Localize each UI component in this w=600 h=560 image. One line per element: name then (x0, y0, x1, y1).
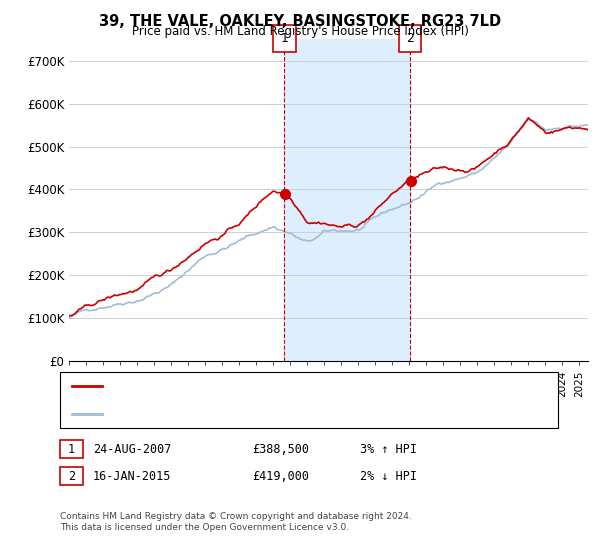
Text: 2: 2 (406, 32, 414, 45)
Text: HPI: Average price, detached house, Basingstoke and Deane: HPI: Average price, detached house, Basi… (111, 409, 467, 419)
Text: 39, THE VALE, OAKLEY, BASINGSTOKE, RG23 7LD (detached house): 39, THE VALE, OAKLEY, BASINGSTOKE, RG23 … (111, 381, 486, 391)
Text: 2% ↓ HPI: 2% ↓ HPI (360, 469, 417, 483)
Text: 39, THE VALE, OAKLEY, BASINGSTOKE, RG23 7LD: 39, THE VALE, OAKLEY, BASINGSTOKE, RG23 … (99, 14, 501, 29)
Text: Price paid vs. HM Land Registry's House Price Index (HPI): Price paid vs. HM Land Registry's House … (131, 25, 469, 38)
Bar (284, 39, 410, 361)
Text: Contains HM Land Registry data © Crown copyright and database right 2024.
This d: Contains HM Land Registry data © Crown c… (60, 512, 412, 532)
Text: 24-AUG-2007: 24-AUG-2007 (93, 442, 172, 456)
Text: £388,500: £388,500 (252, 442, 309, 456)
Text: 1: 1 (68, 442, 75, 456)
Text: 3% ↑ HPI: 3% ↑ HPI (360, 442, 417, 456)
FancyBboxPatch shape (273, 25, 296, 52)
Text: 16-JAN-2015: 16-JAN-2015 (93, 469, 172, 483)
Text: 1: 1 (280, 32, 288, 45)
Text: 2: 2 (68, 469, 75, 483)
Text: £419,000: £419,000 (252, 469, 309, 483)
FancyBboxPatch shape (398, 25, 421, 52)
